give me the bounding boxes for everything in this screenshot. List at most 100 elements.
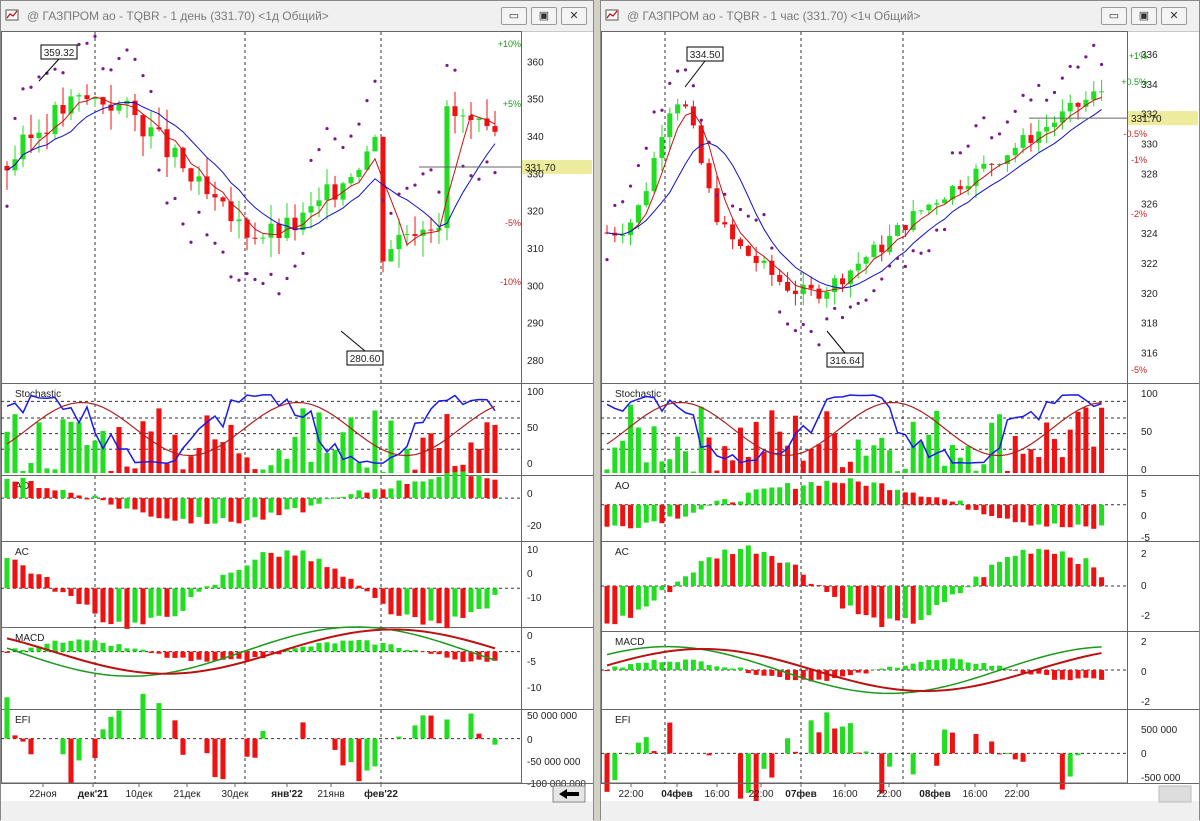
efi-histogram-bar <box>420 715 425 738</box>
high-price-label: 359.32 <box>44 48 75 59</box>
macd-histogram-bar <box>20 650 25 652</box>
ac-histogram-bar <box>332 569 337 589</box>
macd-axis-tick: -2 <box>1141 697 1150 708</box>
chart-window-daily[interactable]: @ ГАЗПРОМ ао - TQBR - 1 день (331.70) <1… <box>0 0 594 820</box>
stoch-histogram-bar <box>476 449 481 473</box>
candle-body <box>746 246 751 256</box>
efi-histogram-bar <box>652 751 657 753</box>
ao-histogram-bar <box>754 489 759 504</box>
candle-body <box>1091 91 1096 99</box>
macd-histogram-bar <box>754 670 759 675</box>
high-callout-line <box>685 61 705 87</box>
ac-histogram-bar <box>84 588 89 604</box>
minimize-button[interactable]: ▭ <box>1101 7 1127 25</box>
minimize-icon: ▭ <box>502 8 526 24</box>
stoch-histogram-bar <box>942 466 947 473</box>
efi-histogram-bar <box>244 739 249 757</box>
efi-histogram-bar <box>1013 753 1018 759</box>
parabolic-sar-dot <box>333 137 336 140</box>
chart-canvas[interactable]: 331.70336334332330328326324322320318316+… <box>601 31 1199 821</box>
ao-histogram-bar <box>604 505 609 527</box>
parabolic-sar-dot <box>469 174 472 177</box>
parabolic-sar-dot <box>841 316 844 319</box>
parabolic-sar-dot <box>747 215 750 218</box>
parabolic-sar-dot <box>117 57 120 60</box>
ao-histogram-bar <box>452 472 457 498</box>
price-tick: 360 <box>527 57 544 68</box>
parabolic-sar-dot <box>325 127 328 130</box>
ao-histogram-bar <box>644 505 649 523</box>
macd-histogram-bar <box>628 664 633 670</box>
ao-histogram-bar <box>926 497 931 505</box>
price-tick: 332 <box>1141 110 1158 121</box>
efi-histogram-bar <box>1021 753 1026 761</box>
candle-body <box>372 137 377 151</box>
restore-button[interactable]: ▣ <box>1131 7 1157 25</box>
macd-histogram-bar <box>132 649 137 652</box>
macd-histogram-bar <box>989 666 994 670</box>
ao-histogram-bar <box>308 498 313 505</box>
ac-histogram-bar <box>284 550 289 588</box>
ao-histogram-bar <box>68 493 73 498</box>
titlebar[interactable]: @ ГАЗПРОМ ао - TQBR - 1 час (331.70) <1ч… <box>601 1 1199 32</box>
efi-histogram-bar <box>997 753 1002 754</box>
ao-histogram-bar <box>292 498 297 508</box>
macd-histogram-bar <box>1068 670 1073 680</box>
candle-body <box>412 234 417 236</box>
macd-histogram-bar <box>926 660 931 670</box>
titlebar[interactable]: @ ГАЗПРОМ ао - TQBR - 1 день (331.70) <1… <box>1 1 593 32</box>
ac-histogram-bar <box>754 554 759 586</box>
ac-histogram-bar <box>116 588 121 621</box>
ao-histogram-bar <box>714 501 719 505</box>
parabolic-sar-dot <box>927 249 930 252</box>
ao-histogram-bar <box>428 479 433 498</box>
candle-body <box>667 113 672 137</box>
scroll-thumb[interactable] <box>1159 786 1191 802</box>
ao-histogram-bar <box>404 484 409 498</box>
price-tick: 320 <box>527 207 544 218</box>
macd-histogram-bar <box>332 643 337 651</box>
parabolic-sar-dot <box>29 86 32 89</box>
chart-window-hourly[interactable]: @ ГАЗПРОМ ао - TQBR - 1 час (331.70) <1ч… <box>600 0 1200 820</box>
efi-histogram-bar <box>840 727 845 754</box>
macd-histogram-bar <box>4 652 9 653</box>
candle-body <box>60 105 65 114</box>
macd-histogram-bar <box>864 670 869 673</box>
candle-body <box>1052 123 1057 127</box>
price-tick: 316 <box>1141 349 1158 360</box>
stoch-histogram-bar <box>1099 408 1104 473</box>
ao-histogram-bar <box>887 490 892 505</box>
stoch-histogram-bar <box>801 461 806 473</box>
ac-histogram-bar <box>204 586 209 588</box>
macd-histogram-bar <box>667 662 672 670</box>
efi-histogram-bar <box>204 739 209 754</box>
ac-histogram-bar <box>1036 549 1041 586</box>
ma-slow-line <box>607 109 1102 288</box>
ac-histogram-bar <box>420 588 425 624</box>
ao-histogram-bar <box>180 498 185 519</box>
stoch-histogram-bar <box>236 453 241 473</box>
stoch-histogram-bar <box>20 471 25 473</box>
ac-histogram-bar <box>460 588 465 618</box>
macd-histogram-bar <box>356 640 361 652</box>
restore-button[interactable]: ▣ <box>531 7 557 25</box>
time-axis-label: фев'22 <box>364 788 398 800</box>
time-axis-label: 22:00 <box>618 789 643 800</box>
minimize-button[interactable]: ▭ <box>501 7 527 25</box>
macd-histogram-bar <box>164 652 169 658</box>
ac-histogram-bar <box>950 586 955 594</box>
stoch-histogram-bar <box>1021 454 1026 473</box>
ac-histogram-bar <box>675 582 680 586</box>
macd-histogram-bar <box>308 646 313 651</box>
macd-histogram-bar <box>659 662 664 670</box>
chart-canvas[interactable]: 331.70360350340330320310300290280+10%+5%… <box>1 31 593 821</box>
ao-histogram-bar <box>124 498 129 508</box>
stoch-histogram-bar <box>1068 430 1073 473</box>
ao-histogram-bar <box>36 488 41 498</box>
close-button[interactable]: ✕ <box>561 7 587 25</box>
ao-histogram-bar <box>1083 505 1088 527</box>
macd-histogram-bar <box>172 652 177 658</box>
close-button[interactable]: ✕ <box>1161 7 1187 25</box>
parabolic-sar-dot <box>213 242 216 245</box>
ac-histogram-bar <box>388 588 393 614</box>
